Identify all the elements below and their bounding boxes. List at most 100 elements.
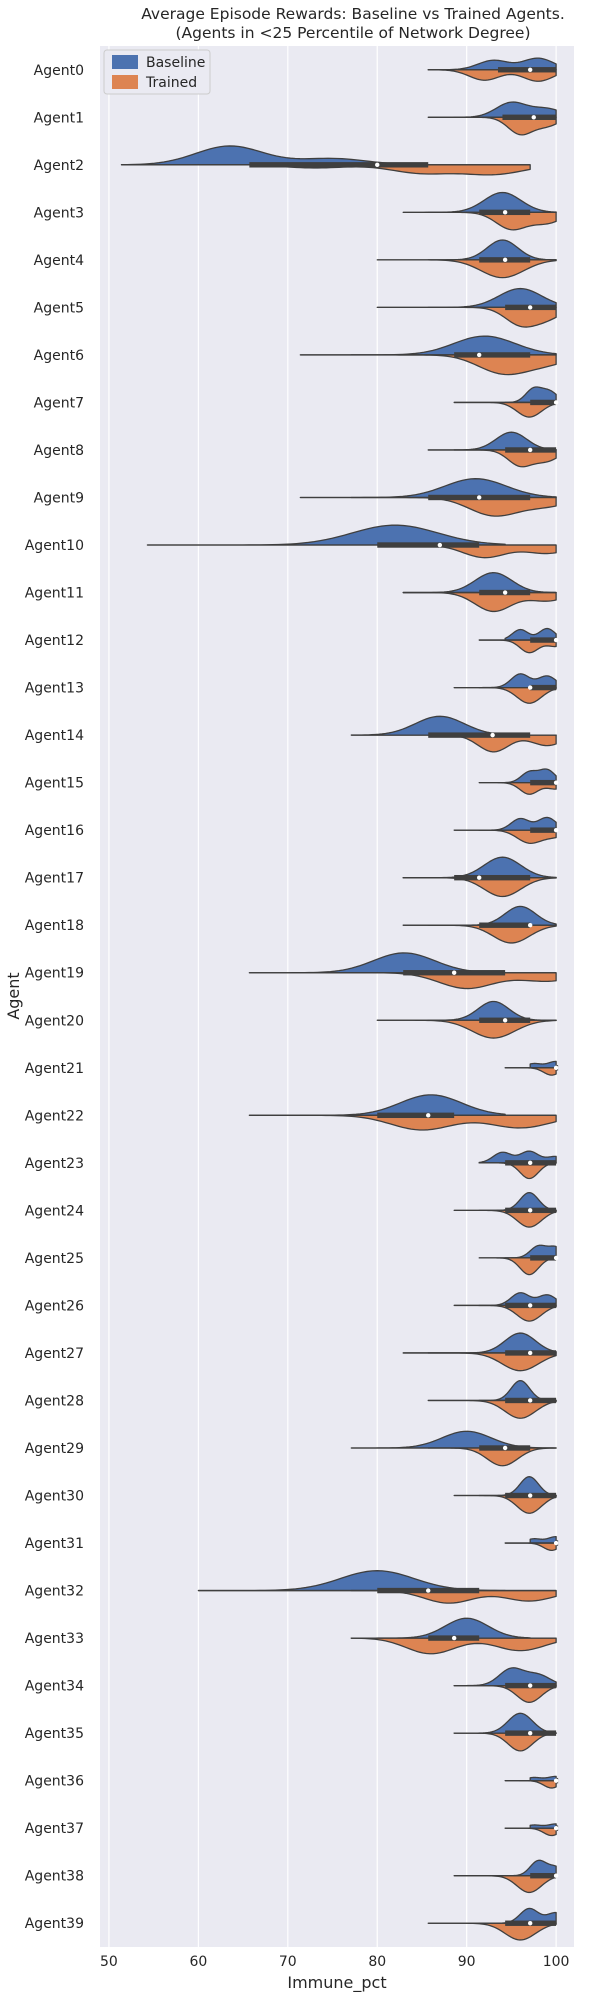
median-dot bbox=[527, 305, 533, 310]
y-tick-label: Agent9 bbox=[34, 490, 84, 506]
median-dot bbox=[527, 1730, 533, 1736]
y-tick-label: Agent35 bbox=[25, 1726, 84, 1742]
quartile-box bbox=[530, 827, 557, 833]
median-dot bbox=[490, 732, 495, 738]
median-dot bbox=[426, 1113, 431, 1118]
violin-trained bbox=[274, 164, 531, 176]
violin-baseline bbox=[529, 1536, 557, 1544]
legend-label-baseline: Baseline bbox=[146, 55, 205, 71]
y-tick-label: Agent5 bbox=[34, 300, 84, 316]
median-dot bbox=[553, 1825, 559, 1831]
quartile-box bbox=[454, 874, 531, 881]
y-tick-label: Agent17 bbox=[25, 871, 84, 887]
median-dot bbox=[527, 1493, 533, 1498]
y-tick-label: Agent3 bbox=[34, 205, 84, 221]
median-dot bbox=[553, 400, 559, 405]
quartile-box bbox=[377, 1112, 455, 1119]
median-dot bbox=[553, 780, 559, 785]
y-tick-label: Agent7 bbox=[34, 395, 84, 411]
violin-baseline bbox=[504, 768, 557, 784]
y-tick-label: Agent19 bbox=[25, 966, 84, 982]
y-tick-label: Agent20 bbox=[25, 1013, 84, 1029]
median-dot bbox=[502, 590, 508, 595]
y-tick-label: Agent1 bbox=[34, 110, 84, 126]
y-tick-label: Agent13 bbox=[25, 681, 84, 697]
median-dot bbox=[527, 1398, 533, 1403]
quartile-box bbox=[530, 637, 557, 643]
y-tick-label: Agent24 bbox=[25, 1203, 84, 1219]
violin-baseline bbox=[529, 1823, 557, 1829]
median-dot bbox=[553, 1540, 559, 1546]
chart-subtitle: (Agents in <25 Percentile of Network Deg… bbox=[176, 24, 531, 42]
y-tick-label: Agent26 bbox=[25, 1298, 84, 1314]
legend-swatch-trained bbox=[112, 75, 138, 89]
quartile-box bbox=[377, 542, 480, 548]
inner-boxes bbox=[121, 67, 559, 1926]
y-tick-label: Agent22 bbox=[25, 1108, 84, 1124]
y-tick-label: Agent29 bbox=[25, 1441, 84, 1457]
y-tick-label: Agent6 bbox=[34, 348, 84, 364]
y-tick-label: Agent37 bbox=[25, 1821, 84, 1837]
x-tick-label: 80 bbox=[368, 1954, 386, 1970]
y-tick-label: Agent39 bbox=[25, 1916, 84, 1932]
y-tick-label: Agent10 bbox=[25, 538, 84, 554]
y-tick-label: Agent33 bbox=[25, 1631, 84, 1647]
median-dot bbox=[531, 115, 536, 120]
x-tick-label: 70 bbox=[279, 1954, 297, 1970]
violin-baseline bbox=[478, 1150, 557, 1164]
y-tick-label: Agent38 bbox=[25, 1869, 84, 1885]
median-dot bbox=[527, 67, 533, 72]
y-tick-label: Agent0 bbox=[34, 63, 84, 79]
quartile-box bbox=[428, 732, 531, 738]
median-dot bbox=[527, 923, 533, 928]
violin-baseline bbox=[529, 1060, 557, 1069]
legend-swatch-baseline bbox=[112, 55, 138, 69]
y-axis-label: Agent bbox=[4, 972, 23, 1019]
median-dot bbox=[437, 542, 443, 548]
median-dot bbox=[527, 1683, 533, 1688]
quartile-box bbox=[497, 67, 557, 73]
median-dot bbox=[502, 1445, 508, 1451]
grid-lines bbox=[108, 46, 557, 1947]
median-dot bbox=[477, 875, 482, 880]
x-tick-label: 90 bbox=[458, 1954, 476, 1970]
x-tick-labels: 50 60 70 80 90 100 bbox=[100, 1954, 569, 1970]
y-tick-label: Agent23 bbox=[25, 1156, 84, 1172]
y-tick-label: Agent2 bbox=[34, 158, 84, 174]
median-dot bbox=[553, 1255, 559, 1261]
median-dot bbox=[477, 352, 482, 358]
legend-label-trained: Trained bbox=[145, 75, 197, 91]
y-tick-label: Agent28 bbox=[25, 1393, 84, 1409]
y-tick-label: Agent12 bbox=[25, 633, 84, 649]
median-dot bbox=[527, 685, 533, 690]
y-tick-label: Agent32 bbox=[25, 1584, 84, 1600]
violin-trained bbox=[427, 69, 557, 82]
median-dot bbox=[477, 495, 482, 500]
median-dot bbox=[553, 1873, 559, 1878]
quartile-box bbox=[249, 162, 429, 168]
y-tick-label: Agent18 bbox=[25, 918, 84, 934]
y-tick-label: Agent25 bbox=[25, 1251, 84, 1267]
median-dot bbox=[502, 210, 508, 215]
quartile-box bbox=[530, 399, 557, 406]
x-axis-label: Immune_pct bbox=[287, 1973, 386, 1993]
median-dot bbox=[527, 447, 533, 453]
legend: Baseline Trained bbox=[103, 49, 211, 95]
y-tick-labels: Agent0 Agent1 Agent2 Agent3 Agent4 Agent5 Agen… bbox=[25, 63, 84, 1932]
median-dot bbox=[527, 1350, 533, 1356]
y-tick-label: Agent15 bbox=[25, 776, 84, 792]
median-dot bbox=[451, 970, 457, 975]
y-tick-label: Agent36 bbox=[25, 1774, 84, 1790]
quartile-box bbox=[502, 114, 557, 120]
quartile-box bbox=[530, 779, 557, 786]
y-tick-label: Agent11 bbox=[25, 586, 84, 602]
plot-area bbox=[100, 46, 574, 1947]
quartile-box bbox=[530, 684, 557, 691]
y-tick-label: Agent21 bbox=[25, 1061, 84, 1077]
quartile-box bbox=[479, 922, 531, 928]
y-tick-label: Agent4 bbox=[34, 253, 84, 269]
violin-baseline bbox=[504, 627, 557, 641]
quartile-box bbox=[454, 352, 531, 358]
median-dot bbox=[375, 162, 380, 168]
